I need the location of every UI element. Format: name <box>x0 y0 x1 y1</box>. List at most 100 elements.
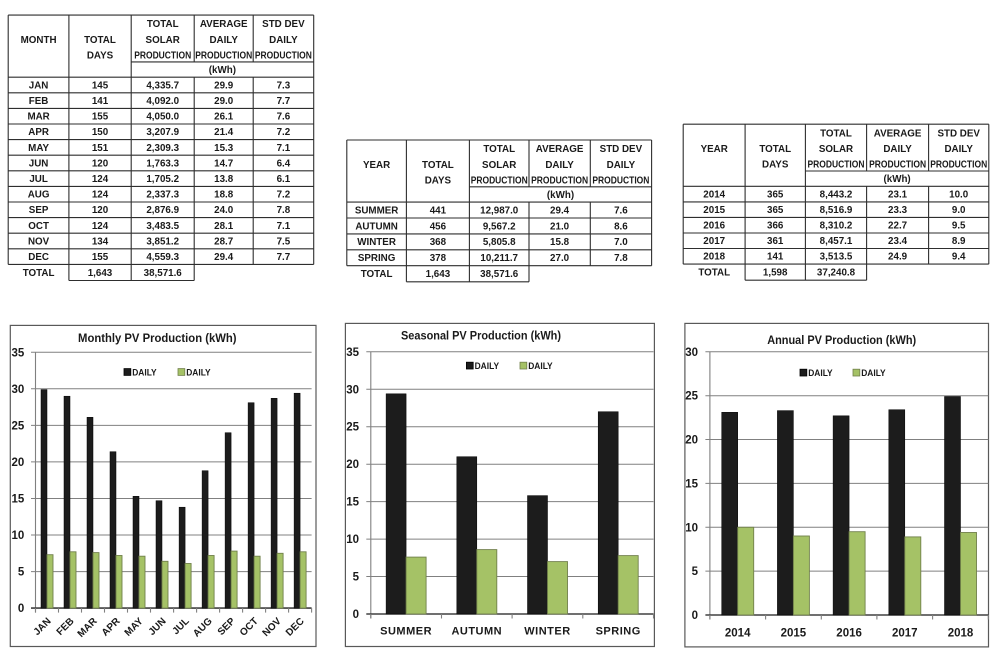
svg-text:9.0: 9.0 <box>952 205 966 216</box>
svg-text:2015: 2015 <box>703 205 725 216</box>
svg-text:2018: 2018 <box>948 628 974 640</box>
svg-text:WINTER: WINTER <box>524 625 570 637</box>
svg-text:25: 25 <box>12 420 25 432</box>
svg-text:8.6: 8.6 <box>614 221 628 232</box>
svg-text:26.1: 26.1 <box>214 112 234 123</box>
svg-text:AUTUMN: AUTUMN <box>355 221 397 232</box>
svg-text:14.7: 14.7 <box>214 158 234 169</box>
svg-text:1,705.2: 1,705.2 <box>146 174 179 185</box>
svg-text:(kWh): (kWh) <box>883 174 910 185</box>
svg-text:456: 456 <box>430 221 447 232</box>
svg-text:DAILY: DAILY <box>186 368 211 379</box>
svg-text:35: 35 <box>346 347 359 359</box>
svg-text:141: 141 <box>767 252 784 263</box>
svg-text:PRODUCTION: PRODUCTION <box>592 176 649 187</box>
svg-text:0: 0 <box>353 609 359 621</box>
svg-text:8,310.2: 8,310.2 <box>820 221 853 232</box>
svg-text:MONTH: MONTH <box>21 35 57 46</box>
svg-text:365: 365 <box>767 205 784 216</box>
svg-text:15: 15 <box>346 497 359 509</box>
svg-text:1,643: 1,643 <box>88 268 113 279</box>
svg-text:3,483.5: 3,483.5 <box>146 221 179 232</box>
svg-text:AVERAGE: AVERAGE <box>200 19 248 30</box>
svg-text:7.2: 7.2 <box>277 190 291 201</box>
svg-text:SOLAR: SOLAR <box>146 35 180 46</box>
svg-text:35: 35 <box>12 347 25 359</box>
svg-text:YEAR: YEAR <box>701 144 728 155</box>
svg-text:DAILY: DAILY <box>475 361 500 372</box>
svg-text:MAR: MAR <box>27 112 49 123</box>
svg-text:7.6: 7.6 <box>277 112 291 123</box>
svg-text:13.8: 13.8 <box>214 174 234 185</box>
svg-text:SPRING: SPRING <box>358 253 396 264</box>
svg-text:361: 361 <box>767 236 784 247</box>
svg-text:DAYS: DAYS <box>87 51 114 62</box>
svg-text:2017: 2017 <box>703 236 725 247</box>
svg-text:1,763.3: 1,763.3 <box>146 158 179 169</box>
svg-text:23.4: 23.4 <box>888 236 908 247</box>
svg-text:TOTAL: TOTAL <box>422 160 454 171</box>
svg-text:PRODUCTION: PRODUCTION <box>134 51 191 62</box>
svg-text:2016: 2016 <box>836 628 862 640</box>
svg-text:AVERAGE: AVERAGE <box>536 144 584 155</box>
svg-text:(kWh): (kWh) <box>547 190 574 201</box>
svg-text:8,457.1: 8,457.1 <box>820 236 853 247</box>
svg-text:7.1: 7.1 <box>277 143 291 154</box>
svg-text:PRODUCTION: PRODUCTION <box>808 160 865 171</box>
svg-text:DAILY: DAILY <box>808 368 833 379</box>
svg-text:366: 366 <box>767 221 784 232</box>
svg-text:STD DEV: STD DEV <box>600 144 643 155</box>
svg-text:DAILY: DAILY <box>269 35 298 46</box>
svg-text:TOTAL: TOTAL <box>361 269 393 280</box>
svg-text:7.0: 7.0 <box>614 237 628 248</box>
svg-text:29.4: 29.4 <box>214 252 234 263</box>
svg-text:120: 120 <box>92 205 109 216</box>
svg-text:20: 20 <box>12 457 25 469</box>
svg-text:15: 15 <box>685 478 698 490</box>
svg-text:134: 134 <box>92 236 109 247</box>
svg-text:21.4: 21.4 <box>214 127 234 138</box>
svg-text:FEB: FEB <box>29 96 49 107</box>
svg-text:Monthly PV Production (kWh): Monthly PV Production (kWh) <box>78 331 237 345</box>
svg-text:8,443.2: 8,443.2 <box>820 190 853 201</box>
svg-text:27.0: 27.0 <box>550 253 570 264</box>
svg-text:APR: APR <box>28 127 49 138</box>
svg-text:2018: 2018 <box>703 252 725 263</box>
svg-text:TOTAL: TOTAL <box>23 268 55 279</box>
svg-text:15.3: 15.3 <box>214 143 234 154</box>
svg-text:9.4: 9.4 <box>952 252 966 263</box>
svg-text:2014: 2014 <box>703 190 725 201</box>
svg-text:141: 141 <box>92 96 109 107</box>
svg-text:(kWh): (kWh) <box>209 65 236 76</box>
svg-text:7.5: 7.5 <box>277 236 291 247</box>
svg-text:28.1: 28.1 <box>214 221 234 232</box>
svg-text:124: 124 <box>92 190 109 201</box>
svg-text:7.2: 7.2 <box>277 127 291 138</box>
svg-text:TOTAL: TOTAL <box>147 19 179 30</box>
svg-text:151: 151 <box>92 143 109 154</box>
svg-text:3,513.5: 3,513.5 <box>820 252 853 263</box>
svg-text:24.0: 24.0 <box>214 205 234 216</box>
svg-text:18.8: 18.8 <box>214 190 234 201</box>
svg-text:SEP: SEP <box>29 205 49 216</box>
svg-text:28.7: 28.7 <box>214 236 234 247</box>
svg-text:6.4: 6.4 <box>277 158 291 169</box>
svg-text:145: 145 <box>92 80 109 91</box>
svg-text:NOV: NOV <box>28 236 50 247</box>
svg-text:STD DEV: STD DEV <box>262 19 305 30</box>
svg-text:29.4: 29.4 <box>550 205 570 216</box>
svg-text:4,050.0: 4,050.0 <box>146 112 179 123</box>
svg-text:10,211.7: 10,211.7 <box>480 253 518 264</box>
svg-text:4,559.3: 4,559.3 <box>146 252 179 263</box>
svg-text:TOTAL: TOTAL <box>820 128 852 139</box>
svg-text:29.0: 29.0 <box>214 96 234 107</box>
svg-text:30: 30 <box>346 384 359 396</box>
svg-text:29.9: 29.9 <box>214 80 234 91</box>
svg-text:21.0: 21.0 <box>550 221 570 232</box>
svg-text:AUTUMN: AUTUMN <box>451 625 502 637</box>
svg-text:23.1: 23.1 <box>888 190 908 201</box>
svg-text:AUG: AUG <box>28 190 50 201</box>
svg-text:DAILY: DAILY <box>528 361 553 372</box>
svg-text:7.6: 7.6 <box>614 205 628 216</box>
svg-text:368: 368 <box>430 237 447 248</box>
